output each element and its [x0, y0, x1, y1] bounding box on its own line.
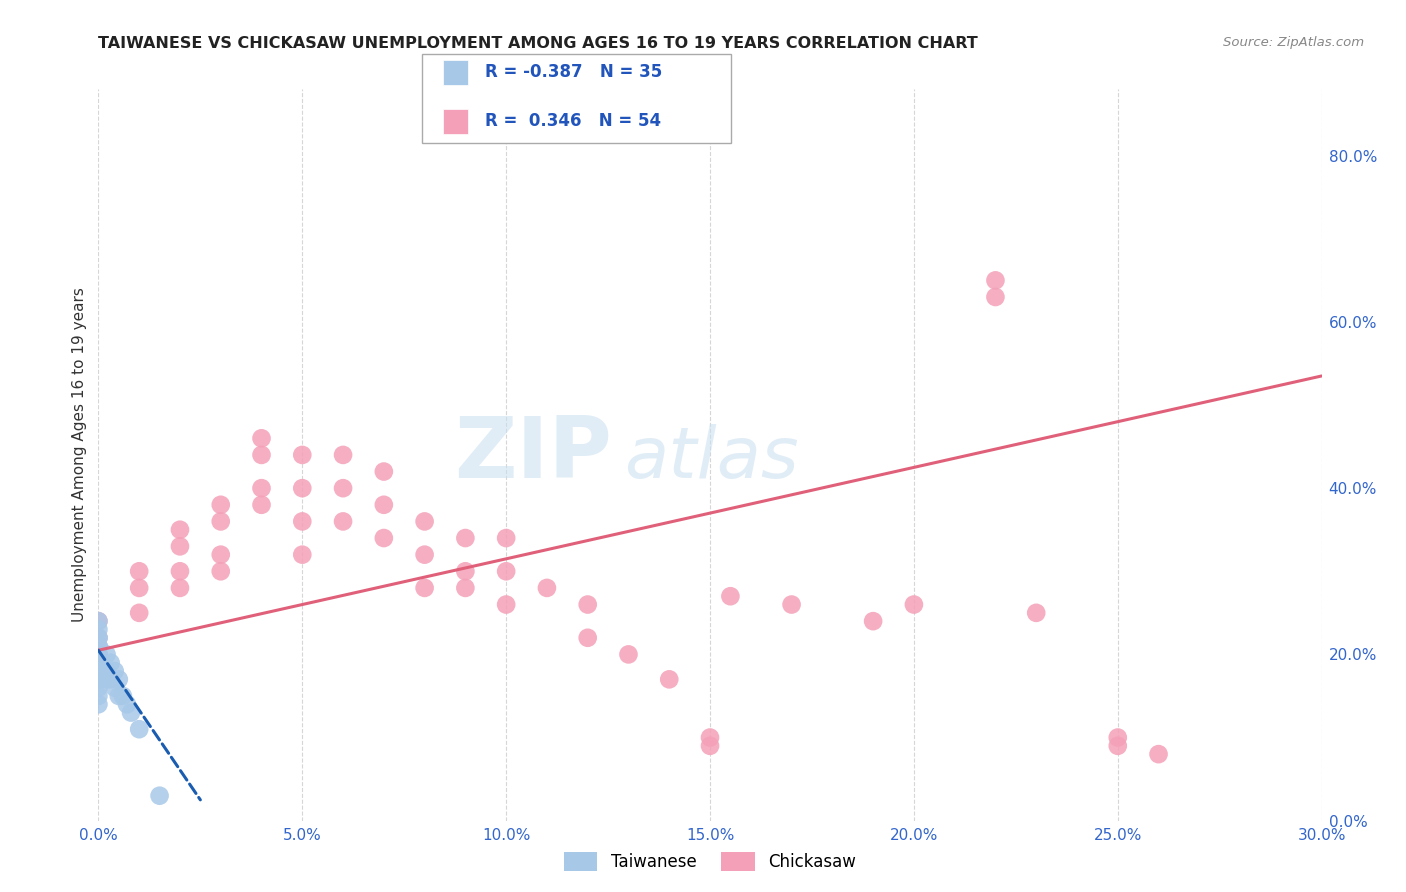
- Point: [1147, 747, 1170, 761]
- Point: [373, 531, 395, 545]
- Point: [87, 673, 110, 687]
- Point: [617, 648, 640, 662]
- Point: [699, 739, 721, 753]
- Point: [454, 581, 477, 595]
- Text: atlas: atlas: [624, 424, 799, 493]
- Point: [169, 523, 191, 537]
- Point: [209, 548, 232, 562]
- Point: [209, 564, 232, 578]
- Point: [454, 564, 477, 578]
- Point: [536, 581, 558, 595]
- Point: [128, 606, 150, 620]
- Text: TAIWANESE VS CHICKASAW UNEMPLOYMENT AMONG AGES 16 TO 19 YEARS CORRELATION CHART: TAIWANESE VS CHICKASAW UNEMPLOYMENT AMON…: [98, 36, 979, 51]
- Point: [332, 448, 354, 462]
- Point: [1107, 731, 1129, 745]
- Point: [87, 656, 110, 670]
- Text: ZIP: ZIP: [454, 413, 612, 497]
- Point: [332, 481, 354, 495]
- Point: [495, 564, 517, 578]
- Point: [373, 465, 395, 479]
- Point: [291, 448, 314, 462]
- Point: [87, 623, 110, 637]
- Text: Source: ZipAtlas.com: Source: ZipAtlas.com: [1223, 36, 1364, 49]
- Point: [87, 614, 110, 628]
- Point: [87, 656, 110, 670]
- Point: [87, 664, 110, 678]
- Point: [209, 498, 232, 512]
- Point: [87, 648, 110, 662]
- Point: [209, 515, 232, 529]
- Point: [149, 789, 172, 803]
- Point: [87, 689, 110, 703]
- Point: [87, 639, 110, 653]
- Point: [87, 631, 110, 645]
- Point: [169, 581, 191, 595]
- Point: [87, 631, 110, 645]
- Point: [128, 564, 150, 578]
- Point: [87, 698, 110, 712]
- Point: [108, 673, 131, 687]
- Legend: Taiwanese, Chickasaw: Taiwanese, Chickasaw: [557, 846, 863, 878]
- Point: [87, 673, 110, 687]
- Point: [332, 515, 354, 529]
- Point: [111, 689, 134, 703]
- Point: [984, 273, 1007, 287]
- Point: [87, 648, 110, 662]
- Point: [169, 564, 191, 578]
- Point: [100, 656, 122, 670]
- Point: [87, 631, 110, 645]
- Point: [576, 631, 599, 645]
- Point: [291, 548, 314, 562]
- Point: [169, 539, 191, 553]
- Point: [87, 681, 110, 695]
- Point: [250, 431, 273, 445]
- Point: [1025, 606, 1047, 620]
- Point: [373, 498, 395, 512]
- Point: [87, 639, 110, 653]
- Point: [87, 656, 110, 670]
- Point: [413, 581, 436, 595]
- Text: R = -0.387   N = 35: R = -0.387 N = 35: [485, 63, 662, 81]
- Point: [780, 598, 803, 612]
- Point: [87, 639, 110, 653]
- Point: [120, 706, 142, 720]
- Point: [87, 656, 110, 670]
- Point: [291, 515, 314, 529]
- Point: [96, 673, 118, 687]
- Point: [250, 481, 273, 495]
- Point: [250, 498, 273, 512]
- Point: [87, 648, 110, 662]
- Point: [903, 598, 925, 612]
- Y-axis label: Unemployment Among Ages 16 to 19 years: Unemployment Among Ages 16 to 19 years: [72, 287, 87, 623]
- Point: [104, 681, 127, 695]
- Point: [104, 664, 127, 678]
- Point: [96, 648, 118, 662]
- Point: [96, 664, 118, 678]
- Point: [984, 290, 1007, 304]
- Point: [576, 598, 599, 612]
- Point: [250, 448, 273, 462]
- Point: [291, 481, 314, 495]
- Point: [87, 614, 110, 628]
- Point: [100, 673, 122, 687]
- Point: [495, 531, 517, 545]
- Point: [1107, 739, 1129, 753]
- Point: [115, 698, 138, 712]
- Point: [128, 723, 150, 737]
- Point: [128, 581, 150, 595]
- Point: [87, 648, 110, 662]
- Point: [720, 589, 742, 603]
- Point: [413, 515, 436, 529]
- Point: [862, 614, 884, 628]
- Point: [454, 531, 477, 545]
- Point: [108, 689, 131, 703]
- Point: [658, 673, 681, 687]
- Text: R =  0.346   N = 54: R = 0.346 N = 54: [485, 112, 661, 130]
- Point: [699, 731, 721, 745]
- Point: [495, 598, 517, 612]
- Point: [413, 548, 436, 562]
- Point: [87, 664, 110, 678]
